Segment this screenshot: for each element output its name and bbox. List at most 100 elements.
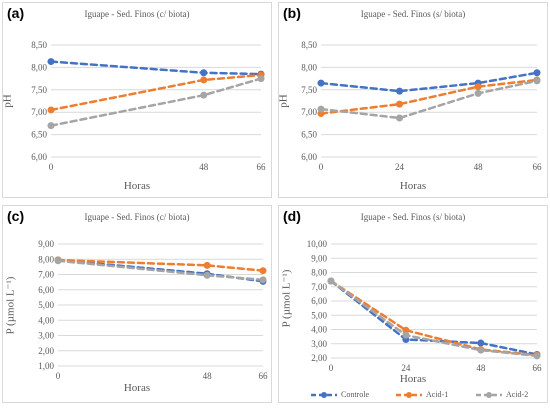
data-point-acid1: [203, 261, 211, 269]
chart-title: Iguape - Sed. Finos (c/ biota): [84, 9, 190, 19]
y-tick-label: 4,00: [38, 315, 54, 325]
legend-label: Acid-1: [426, 390, 449, 399]
data-point-acid2: [257, 75, 265, 83]
data-point-acid2: [533, 77, 541, 85]
series-line-acid2: [49, 77, 263, 127]
series-line-controle: [319, 71, 539, 93]
y-tick-label: 7,00: [301, 107, 317, 117]
data-point-acid2: [402, 331, 410, 339]
x-axis-label: Horas: [123, 180, 151, 192]
x-tick-label: 66: [533, 162, 543, 172]
data-point-acid2: [200, 91, 208, 99]
data-point-acid2: [54, 257, 62, 265]
y-tick-label: 7,00: [31, 107, 47, 117]
x-axis-label: Horas: [399, 180, 427, 192]
x-tick-label: 0: [319, 162, 324, 172]
plot-area: 1,00 2,00 3,00 4,00 5,00 6,00 7,00 8,00 9,00 0 48 6…: [38, 239, 269, 381]
data-point-controle: [396, 87, 404, 95]
legend-swatch-acid1: [396, 391, 422, 398]
x-tick-label: 66: [259, 371, 269, 381]
data-point-acid1: [396, 100, 404, 108]
data-point-acid2: [317, 105, 325, 113]
y-axis-label: pH: [1, 94, 14, 108]
data-point-acid2: [396, 114, 404, 122]
y-axis-label: P (µmol L⁻¹): [280, 269, 293, 328]
y-tick-label: 7,50: [31, 85, 47, 95]
legend-item-controle: Controle: [310, 390, 369, 399]
chart-title: Iguape - Sed. Finos (s/ biota): [360, 9, 466, 19]
y-tick-label: 8,00: [301, 62, 317, 72]
y-tick-label: 1,00: [38, 361, 54, 371]
y-tick-label: 7,00: [38, 270, 54, 280]
y-tick-label: 5,00: [38, 300, 54, 310]
x-tick-label: 24: [401, 363, 411, 373]
legend-swatch-controle: [311, 391, 337, 398]
y-tick-label: 8,00: [38, 254, 54, 264]
y-tick-label: 7,50: [301, 85, 317, 95]
y-tick-label: 2,00: [38, 346, 54, 356]
y-tick-label: 8,50: [301, 40, 317, 50]
chart-panel-a: (a) Iguape - Sed. Finos (c/ biota) 6,00 6…: [2, 2, 272, 198]
y-tick-label: 4,00: [311, 325, 327, 335]
y-tick-label: 6,00: [301, 152, 317, 162]
y-tick-label: 9,00: [38, 239, 54, 249]
data-point-acid1: [474, 83, 482, 91]
y-axis-label: P (µmol L⁻¹): [4, 276, 17, 335]
data-point-acid2: [259, 276, 267, 284]
x-axis-label: Horas: [123, 382, 151, 394]
panel-label: (c): [7, 208, 25, 224]
y-tick-label: 6,50: [31, 130, 47, 140]
x-tick-label: 48: [476, 363, 486, 373]
panel-label: (b): [283, 5, 301, 21]
y-tick-label: 6,50: [301, 130, 317, 140]
data-point-acid1: [402, 326, 410, 334]
y-tick-label: 6,00: [31, 152, 47, 162]
data-point-acid2: [327, 277, 335, 285]
data-point-acid2: [477, 346, 485, 354]
data-point-acid2: [474, 89, 482, 97]
data-point-controle: [200, 69, 208, 77]
x-tick-label: 48: [199, 162, 209, 172]
series-line-controle: [329, 279, 539, 356]
data-point-controle: [477, 339, 485, 347]
x-tick-label: 48: [474, 162, 484, 172]
data-point-acid1: [259, 267, 267, 275]
legend-swatch-acid2: [476, 391, 502, 398]
series-line-acid2: [319, 79, 539, 120]
chart-panel-d: (d) Iguape - Sed. Finos (s/ biota) 2,00 3…: [278, 205, 548, 403]
legend-item-acid2: Acid-2: [475, 390, 528, 399]
series-line-acid2: [329, 279, 539, 358]
y-tick-label: 2,00: [311, 353, 327, 363]
chart-panel-c: (c) Iguape - Sed. Finos (c/ biota) 1,00 2…: [2, 205, 272, 403]
data-point-acid2: [533, 352, 541, 360]
x-axis-label: Horas: [399, 373, 427, 385]
y-tick-label: 8,00: [311, 268, 327, 278]
y-tick-label: 8,50: [31, 40, 47, 50]
data-point-acid1: [47, 106, 55, 114]
x-tick-label: 66: [257, 162, 267, 172]
data-point-controle: [47, 58, 55, 66]
x-tick-label: 24: [395, 162, 405, 172]
y-tick-label: 6,00: [311, 296, 327, 306]
y-tick-label: 6,00: [38, 285, 54, 295]
data-point-controle: [317, 79, 325, 87]
y-tick-label: 8,00: [31, 62, 47, 72]
plot-area: 6,00 6,50 7,00 7,50 8,00 8,50 0 24 48 66: [301, 40, 543, 172]
x-tick-label: 0: [49, 162, 54, 172]
data-point-acid2: [47, 122, 55, 130]
y-tick-label: 9,00: [311, 253, 327, 263]
panel-label: (d): [283, 208, 301, 224]
data-point-controle: [533, 69, 541, 77]
x-tick-label: 48: [203, 371, 213, 381]
panel-label: (a): [7, 5, 25, 21]
x-tick-label: 0: [56, 371, 61, 381]
legend-label: Acid-2: [506, 390, 529, 399]
x-tick-label: 66: [533, 363, 543, 373]
legend-label: Controle: [341, 390, 369, 399]
legend-item-acid1: Acid-1: [395, 390, 448, 399]
data-point-acid2: [203, 271, 211, 279]
x-tick-label: 0: [329, 363, 334, 373]
y-tick-label: 10,00: [307, 239, 328, 249]
y-tick-label: 3,00: [311, 339, 327, 349]
series-line-acid1: [319, 78, 539, 115]
